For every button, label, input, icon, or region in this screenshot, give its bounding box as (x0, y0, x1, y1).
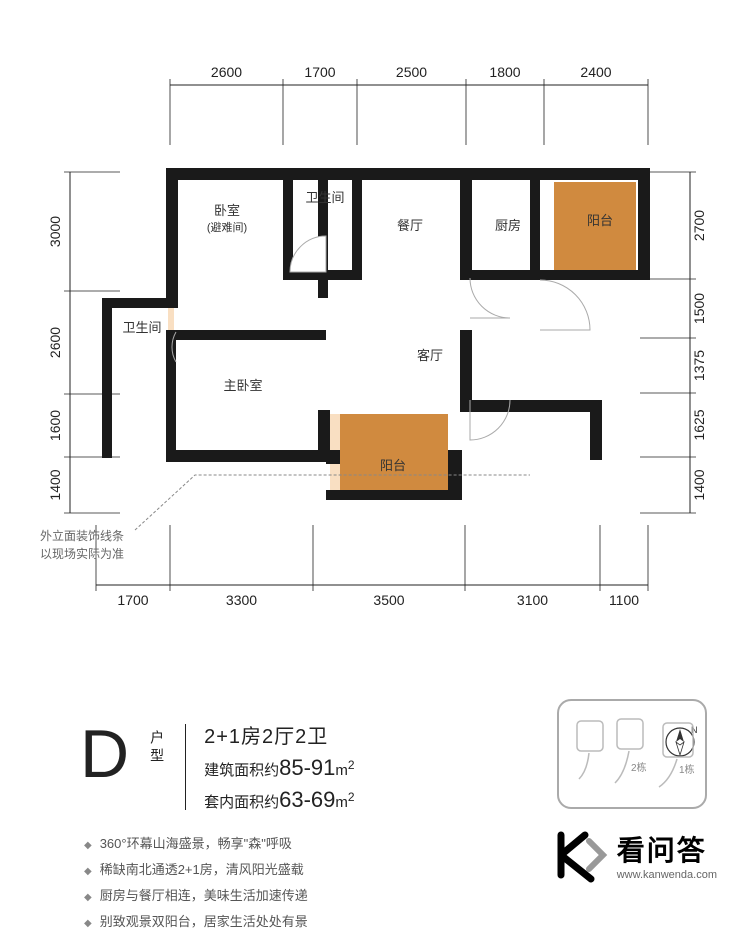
dim-top: 1700 (304, 64, 335, 80)
area-inner-value: 63-69 (279, 787, 335, 812)
wall (460, 400, 600, 412)
bathroom2: 卫生间 (122, 320, 161, 335)
unit-divider (185, 724, 186, 810)
dim-left: 3000 (47, 216, 63, 247)
wall (102, 298, 112, 398)
dim-left: 2600 (47, 327, 63, 358)
wall (352, 168, 362, 280)
wall (166, 168, 178, 298)
wall (470, 270, 540, 280)
feature-bullet: 厨房与餐厅相连，美味生活加速传递 (84, 883, 680, 909)
area-inner-label: 套内面积约 (204, 794, 279, 811)
wall (326, 490, 462, 500)
facade-note: 外立面装饰线条 (40, 528, 124, 543)
dining: 餐厅 (397, 218, 423, 233)
dim-top: 2600 (211, 64, 242, 80)
balcony2: 阳台 (380, 458, 406, 473)
minimap: 2栋 1栋 (557, 699, 707, 809)
wall (102, 388, 112, 398)
wall (460, 168, 472, 280)
wall (540, 270, 648, 280)
feature-bullet: 别致观景双阳台，居家生活处处有景 (84, 909, 680, 935)
wall (460, 330, 472, 410)
dim-right: 2700 (691, 210, 707, 241)
dim-left: 1600 (47, 410, 63, 441)
master-bedroom: 主卧室 (223, 378, 262, 393)
dim-bottom: 3500 (373, 592, 404, 608)
facade-note: 以现场实际为准 (40, 546, 124, 561)
area-build-unit: m2 (335, 762, 354, 779)
logo-cn: 看问答 (617, 829, 717, 869)
dim-top: 2500 (396, 64, 427, 80)
dim-right: 1500 (691, 293, 707, 324)
bedroom-refuge-sub: (避难间) (207, 220, 247, 234)
logo-icon (551, 825, 611, 885)
area-build-label: 建筑面积约 (204, 762, 279, 779)
floor-plan: 2600 1700 2500 1800 2400 1700 3300 3500 3100 110… (40, 30, 720, 650)
dim-top: 1800 (489, 64, 520, 80)
wall (166, 330, 176, 460)
balcony1: 阳台 (587, 213, 613, 228)
unit-letter: D (80, 720, 129, 788)
area-inner-unit: m2 (335, 794, 354, 811)
area-build-value: 85-91 (279, 755, 335, 780)
wall (102, 298, 178, 308)
area-build: 建筑面积约85-91m2 (204, 755, 354, 781)
balcony-bottom (340, 414, 448, 490)
wall (166, 330, 326, 340)
dim-top: 2400 (580, 64, 611, 80)
spec-main: 2+1房2厅2卫 (204, 720, 354, 749)
wall (590, 400, 602, 460)
dim-left: 1400 (47, 469, 63, 500)
dim-bottom: 1700 (117, 592, 148, 608)
dim-right: 1375 (691, 350, 707, 381)
area-inner: 套内面积约63-69m2 (204, 787, 354, 813)
plan-svg: 2600 1700 2500 1800 2400 1700 3300 3500 3100 110… (40, 30, 720, 650)
dim-bottom: 1100 (609, 592, 639, 608)
dim-right: 1400 (691, 469, 707, 500)
logo-en: www.kanwenda.com (617, 869, 717, 881)
wall (448, 450, 462, 490)
minimap-label-1: 2栋 (631, 759, 647, 774)
wall (326, 450, 340, 464)
kitchen: 厨房 (495, 218, 521, 233)
minimap-label-2: 1栋 (679, 761, 695, 776)
living: 客厅 (417, 348, 443, 363)
wall (550, 168, 650, 180)
bedroom-refuge: 卧室 (214, 203, 240, 218)
bathroom1: 卫生间 (305, 190, 344, 205)
wall (166, 450, 326, 462)
dim-bottom: 3100 (517, 592, 548, 608)
unit-sub: 户型 (147, 730, 167, 766)
wall (638, 168, 650, 280)
dim-right: 1625 (691, 409, 707, 440)
site-logo: 看问答 www.kanwenda.com (551, 825, 717, 885)
wall (102, 398, 112, 458)
wall (530, 180, 540, 280)
dim-bottom: 3300 (226, 592, 257, 608)
